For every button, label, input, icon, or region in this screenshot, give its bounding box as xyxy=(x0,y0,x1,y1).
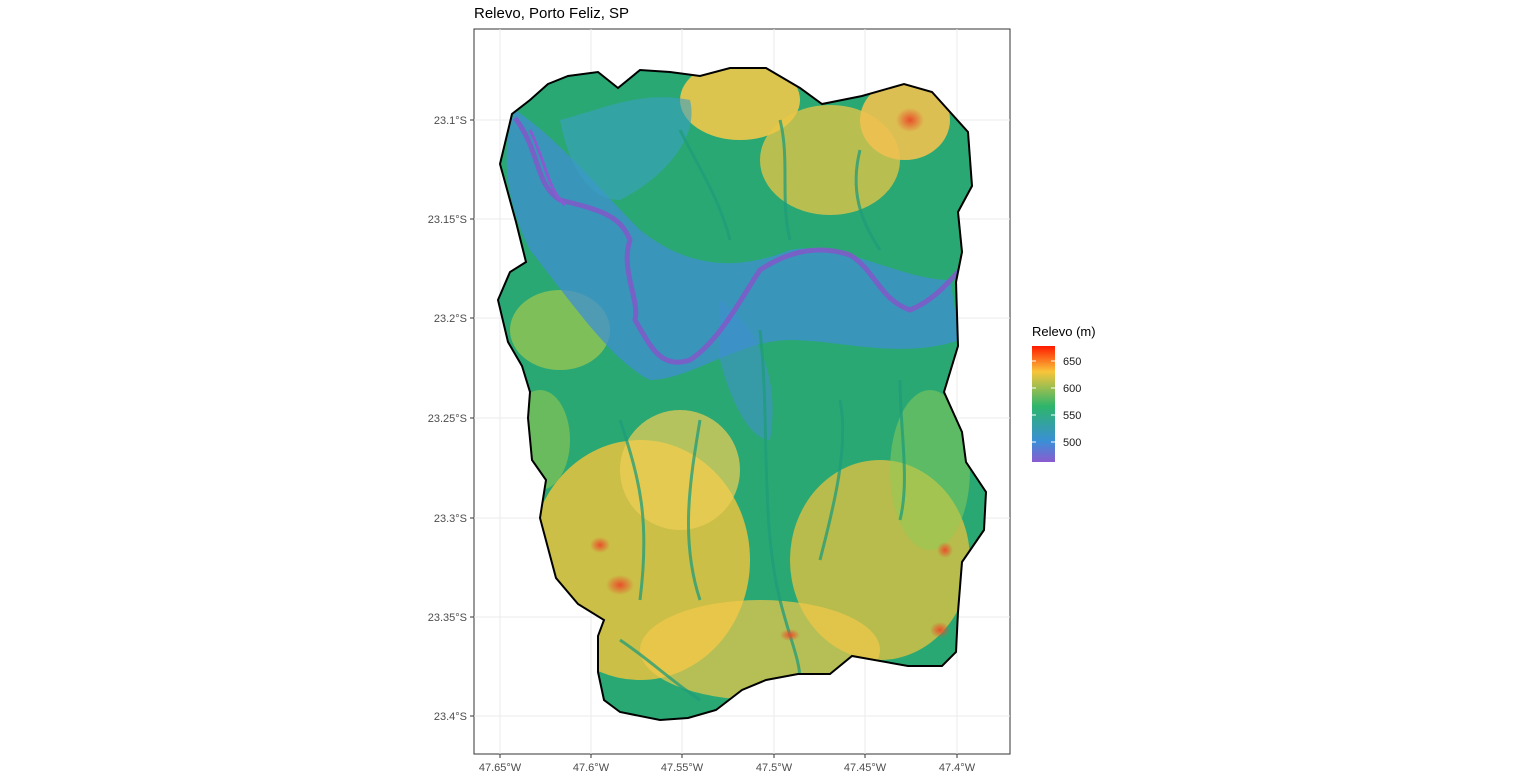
x-axis-labels: 47.65°W 47.6°W 47.55°W 47.5°W 47.45°W 47… xyxy=(479,762,976,774)
x-tick-label: 47.45°W xyxy=(844,762,887,774)
y-axis-labels: 23.1°S 23.15°S 23.2°S 23.25°S 23.3°S 23.… xyxy=(428,115,467,723)
legend-label: 550 xyxy=(1063,410,1081,422)
legend-label: 500 xyxy=(1063,437,1081,449)
municipality-boundary xyxy=(496,67,988,722)
y-tick-label: 23.4°S xyxy=(434,711,467,723)
y-tick-label: 23.2°S xyxy=(434,313,467,325)
legend-title: Relevo (m) xyxy=(1032,324,1096,339)
y-tick-label: 23.3°S xyxy=(434,513,467,525)
x-tick-label: 47.5°W xyxy=(756,762,793,774)
relief-raster xyxy=(498,68,986,720)
y-tick-label: 23.1°S xyxy=(434,115,467,127)
y-tick-label: 23.15°S xyxy=(428,214,467,226)
x-tick-label: 47.55°W xyxy=(661,762,704,774)
legend-ticks xyxy=(1032,360,1055,443)
y-tick-label: 23.25°S xyxy=(428,413,467,425)
y-tick-label: 23.35°S xyxy=(428,612,467,624)
x-tick-label: 47.4°W xyxy=(939,762,976,774)
legend-colorbar xyxy=(1032,346,1055,462)
map-title: Relevo, Porto Feliz, SP xyxy=(474,5,630,22)
x-tick-label: 47.65°W xyxy=(479,762,522,774)
y-axis-ticks xyxy=(470,119,474,717)
x-axis-ticks xyxy=(499,754,958,758)
legend-label: 600 xyxy=(1063,383,1081,395)
legend-label: 650 xyxy=(1063,356,1081,368)
x-tick-label: 47.6°W xyxy=(573,762,610,774)
